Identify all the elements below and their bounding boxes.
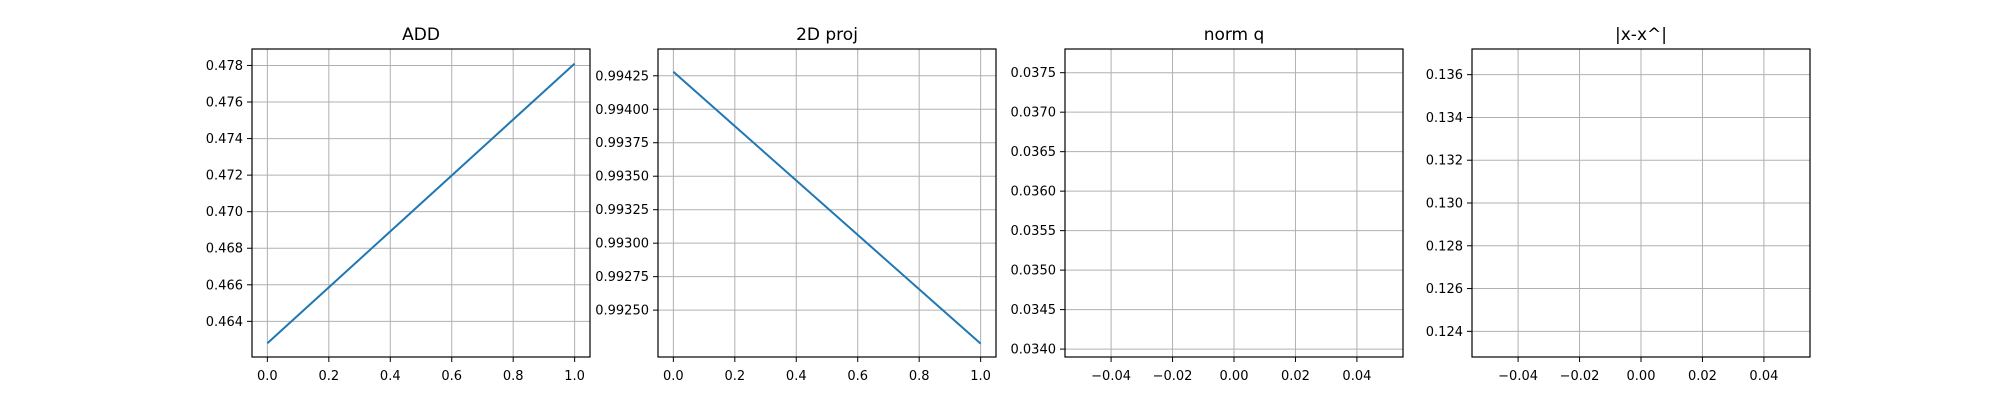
- x-tick-label: 1.0: [564, 369, 585, 384]
- x-tick-label: 0.0: [663, 369, 684, 384]
- series-line: [266, 62, 576, 345]
- y-tick-label: 0.130: [1426, 197, 1463, 212]
- x-tick-label: 1.0: [970, 369, 991, 384]
- y-tick-label: 0.470: [206, 205, 243, 220]
- y-tick-label: 0.132: [1426, 154, 1463, 169]
- x-tick-label: 0.04: [1749, 369, 1778, 384]
- y-tick-label: 0.0360: [1011, 185, 1057, 200]
- y-tick-label: 0.0370: [1011, 106, 1057, 121]
- x-tick-label: −0.04: [1091, 369, 1131, 384]
- y-tick-label: 0.466: [206, 278, 243, 293]
- chart-2: 0.0 0.2 0.4 0.6 0.8 1.0 0.99250 0.99275 0.99300 0…: [595, 25, 997, 384]
- x-tick-label: 0.04: [1342, 369, 1371, 384]
- y-tick-label: 0.0365: [1011, 145, 1057, 160]
- plot-frame: [251, 48, 591, 358]
- y-tick-label: 0.99275: [595, 270, 649, 285]
- chart-1: 0.0 0.2 0.4 0.6 0.8 1.0 0.464 0.466 0.468 0.470 0.…: [206, 25, 591, 384]
- x-tick-label: −0.02: [1560, 369, 1600, 384]
- chart-4: −0.04 −0.02 0.00 0.02 0.04 0.124 0.126 0.128 0.1…: [1426, 25, 1811, 384]
- y-tick-label: 0.128: [1426, 239, 1463, 254]
- chart-title: norm q: [1204, 25, 1265, 45]
- x-tick-label: 0.4: [786, 369, 807, 384]
- y-tick-label: 0.136: [1426, 68, 1463, 83]
- y-tick-label: 0.476: [206, 96, 243, 111]
- chart-title: ADD: [402, 25, 440, 45]
- x-tick-label: 0.8: [909, 369, 930, 384]
- x-tick-label: 0.6: [441, 369, 462, 384]
- x-tick-label: 0.02: [1281, 369, 1310, 384]
- y-tick-label: 0.99300: [595, 237, 649, 252]
- chart-3: −0.04 −0.02 0.00 0.02 0.04 0.0340 0.0345 0.0350…: [1011, 25, 1404, 384]
- y-tick-label: 0.134: [1426, 111, 1463, 126]
- y-tick-label: 0.99325: [595, 203, 649, 218]
- series-line: [672, 71, 982, 345]
- y-tick-label: 0.474: [206, 132, 243, 147]
- plot-frame: [657, 48, 997, 358]
- chart-title: |x-x^|: [1615, 25, 1667, 45]
- y-tick-label: 0.0375: [1011, 66, 1057, 81]
- x-tick-label: 0.4: [380, 369, 401, 384]
- x-tick-label: 0.00: [1627, 369, 1656, 384]
- y-tick-label: 0.478: [206, 59, 243, 74]
- x-tick-label: 0.6: [847, 369, 868, 384]
- y-tick-label: 0.126: [1426, 282, 1463, 297]
- y-tick-label: 0.99375: [595, 136, 649, 151]
- y-tick-label: 0.468: [206, 242, 243, 257]
- y-tick-label: 0.124: [1426, 325, 1463, 340]
- x-tick-label: 0.00: [1220, 369, 1249, 384]
- y-tick-label: 0.99250: [595, 304, 649, 319]
- x-tick-label: 0.8: [503, 369, 524, 384]
- y-tick-label: 0.0350: [1011, 264, 1057, 279]
- x-tick-label: 0.2: [318, 369, 339, 384]
- x-tick-label: 0.02: [1688, 369, 1717, 384]
- y-tick-label: 0.0340: [1011, 343, 1057, 358]
- chart-title: 2D proj: [796, 25, 858, 45]
- y-tick-label: 0.464: [206, 315, 243, 330]
- y-tick-label: 0.0345: [1011, 303, 1057, 318]
- y-tick-label: 0.472: [206, 169, 243, 184]
- y-tick-label: 0.99425: [595, 69, 649, 84]
- x-tick-label: 0.2: [724, 369, 745, 384]
- y-tick-label: 0.99350: [595, 170, 649, 185]
- y-tick-label: 0.99400: [595, 103, 649, 118]
- x-tick-label: 0.0: [257, 369, 278, 384]
- x-tick-label: −0.02: [1153, 369, 1193, 384]
- x-tick-label: −0.04: [1498, 369, 1538, 384]
- y-tick-label: 0.0355: [1011, 224, 1057, 239]
